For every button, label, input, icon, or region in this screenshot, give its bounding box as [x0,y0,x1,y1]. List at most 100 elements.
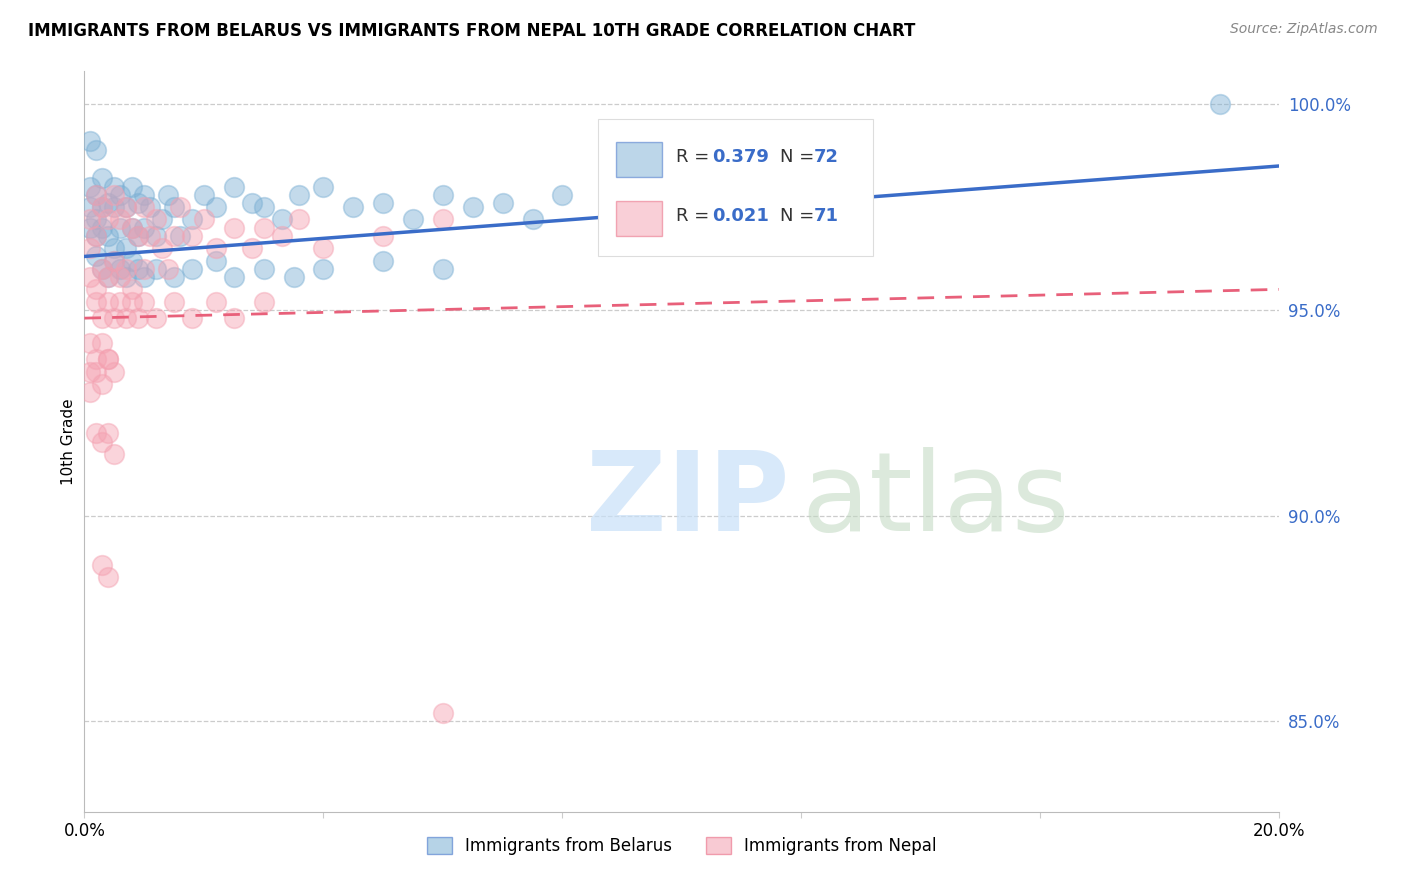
Point [205,253,228,268]
Point [91,261,114,276]
Point [110,294,132,309]
Point [181,311,204,326]
Text: 72: 72 [814,147,838,166]
Point [79,179,101,194]
Point [522,212,544,227]
Text: atlas: atlas [801,447,1070,554]
Point [103,447,125,461]
Point [132,270,156,285]
Point [121,282,143,296]
Point [79,220,101,235]
Point [97,212,120,227]
Point [270,212,292,227]
Point [86,228,108,243]
Point [97,196,120,211]
Point [91,311,114,326]
Point [115,270,138,285]
Point [373,253,395,268]
Point [193,212,215,227]
Y-axis label: 10th Grade: 10th Grade [60,398,76,485]
Point [91,220,114,235]
FancyBboxPatch shape [616,201,662,236]
Point [103,241,125,255]
Point [145,212,167,227]
Point [127,228,149,243]
Point [253,220,276,235]
Point [86,143,108,157]
Point [127,196,149,211]
Point [253,200,276,214]
Point [240,241,263,255]
Point [91,335,114,350]
Point [110,220,132,235]
Point [132,220,156,235]
Point [157,187,180,202]
Point [288,212,311,227]
Point [432,261,454,276]
Point [86,365,108,379]
Point [205,241,228,255]
Point [121,220,143,235]
Text: R =: R = [676,147,714,166]
Point [91,200,114,214]
Point [139,228,162,243]
Point [163,200,186,214]
Text: Source: ZipAtlas.com: Source: ZipAtlas.com [1230,22,1378,37]
Point [181,212,204,227]
Text: ZIP: ZIP [586,447,790,554]
Point [115,261,138,276]
Point [115,200,138,214]
Point [205,294,228,309]
Point [115,200,138,214]
Point [103,179,125,194]
Point [121,294,143,309]
FancyBboxPatch shape [616,142,662,178]
Point [86,187,108,202]
Point [132,261,156,276]
Point [91,434,114,449]
Text: R =: R = [676,207,714,225]
Point [97,352,120,367]
Point [97,352,120,367]
Point [103,200,125,214]
Point [91,261,114,276]
Point [110,261,132,276]
Point [127,311,149,326]
Point [288,187,311,202]
Point [132,294,156,309]
Point [163,228,186,243]
Point [97,426,120,441]
Point [79,212,101,227]
Point [163,270,186,285]
Point [103,365,125,379]
Point [110,270,132,285]
Text: N =: N = [780,147,820,166]
Point [79,335,101,350]
Point [169,200,191,214]
Point [132,187,156,202]
Point [373,196,395,211]
Point [86,282,108,296]
Point [110,212,132,227]
Point [110,187,132,202]
Point [121,220,143,235]
Point [432,187,454,202]
Point [222,311,245,326]
Point [91,558,114,572]
Text: 71: 71 [814,207,838,225]
Point [97,294,120,309]
Point [222,179,245,194]
Point [103,253,125,268]
Point [86,212,108,227]
Point [461,200,484,214]
Point [103,311,125,326]
Point [312,179,335,194]
Point [86,250,108,264]
Point [86,352,108,367]
Point [91,171,114,186]
Point [91,200,114,214]
Point [103,187,125,202]
Text: 0.379: 0.379 [711,147,769,166]
FancyBboxPatch shape [599,120,873,257]
Point [157,261,180,276]
